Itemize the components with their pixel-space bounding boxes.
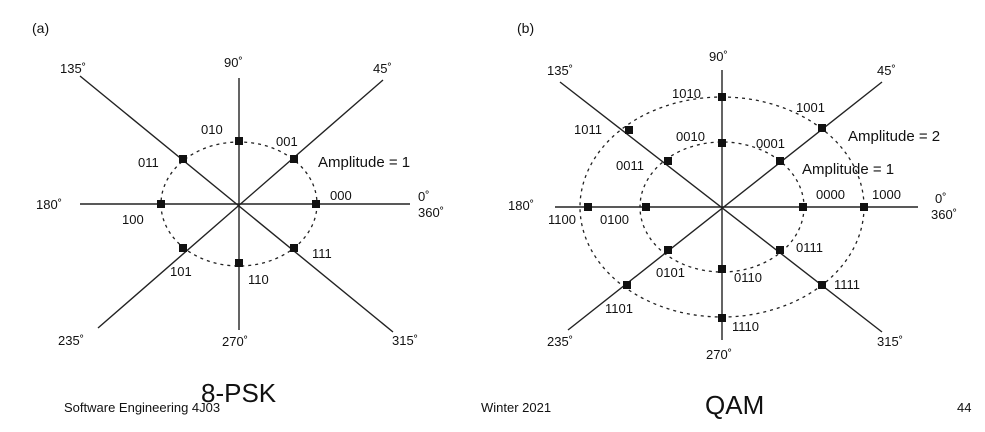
point-label-110: 110 (248, 272, 269, 287)
amplitude-1-label: Amplitude = 1 (802, 161, 894, 178)
constellation-point-110 (235, 259, 243, 267)
angle-label-315: 315˚ (877, 334, 903, 349)
angle-label-270: 270˚ (222, 334, 248, 349)
panel-a-tag: (a) (32, 20, 49, 36)
axis-135-315 (559, 81, 883, 333)
page-number: 44 (957, 400, 972, 415)
constellation-point-011 (179, 155, 187, 163)
caption-qam: QAM (705, 390, 765, 420)
angle-label-135: 135˚ (60, 61, 86, 76)
amplitude-label: Amplitude = 1 (318, 154, 410, 171)
angle-label-235: 235˚ (58, 333, 84, 348)
angle-label-45: 45˚ (877, 63, 896, 78)
angle-label-180: 180˚ (36, 197, 62, 212)
amplitude-2-label: Amplitude = 2 (848, 128, 940, 145)
angle-label-45: 45˚ (373, 61, 392, 76)
point-label-0101: 0101 (656, 265, 685, 280)
constellation-point-0101 (664, 246, 672, 254)
point-label-1101: 1101 (605, 301, 633, 316)
angle-label-235: 235˚ (547, 334, 573, 349)
constellation-point-0011 (664, 157, 672, 165)
point-label-0111: 0111 (796, 240, 823, 255)
constellation-point-111 (290, 244, 298, 252)
point-label-0011: 0011 (616, 158, 644, 173)
constellation-point-1101 (623, 281, 631, 289)
constellation-point-0001 (776, 157, 784, 165)
constellation-point-1000 (860, 203, 868, 211)
footer-term: Winter 2021 (481, 400, 552, 415)
point-label-1000: 1000 (872, 187, 901, 202)
point-label-001: 001 (276, 134, 298, 149)
point-label-0000: 0000 (816, 187, 845, 202)
axis-135-315 (79, 75, 394, 333)
point-label-1011: 1011 (574, 122, 602, 137)
point-label-1110: 1110 (732, 319, 759, 334)
constellation-point-0110 (718, 265, 726, 273)
point-label-1111: 1111 (834, 277, 860, 292)
constellation-point-1010 (718, 93, 726, 101)
angle-label-90: 90˚ (224, 55, 243, 70)
constellation-point-000 (312, 200, 320, 208)
angle-label-315: 315˚ (392, 333, 418, 348)
constellation-point-100 (157, 200, 165, 208)
caption-8psk: 8-PSK (201, 378, 277, 408)
point-label-011: 011 (138, 155, 159, 170)
angle-label-135: 135˚ (547, 63, 573, 78)
angle-label-270: 270˚ (706, 347, 732, 362)
constellation-point-1110 (718, 314, 726, 322)
constellation-point-001 (290, 155, 298, 163)
angle-label-180: 180˚ (508, 198, 534, 213)
point-label-010: 010 (201, 122, 223, 137)
point-label-101: 101 (170, 264, 192, 279)
point-label-1001: 1001 (796, 100, 825, 115)
axis-45-225 (97, 79, 384, 329)
constellation-point-0100 (642, 203, 650, 211)
constellation-point-0010 (718, 139, 726, 147)
point-label-0110: 0110 (734, 270, 762, 285)
constellation-point-010 (235, 137, 243, 145)
point-label-100: 100 (122, 212, 144, 227)
constellation-point-1111 (818, 281, 826, 289)
point-label-1100: 1100 (548, 212, 576, 227)
constellation-point-1100 (584, 203, 592, 211)
constellation-point-1001 (818, 124, 826, 132)
panel-b-tag: (b) (517, 20, 534, 36)
point-label-0001: 0001 (756, 136, 785, 151)
point-label-000: 000 (330, 188, 352, 203)
angle-label-0: 0˚ (418, 189, 430, 204)
point-label-0100: 0100 (600, 212, 629, 227)
constellation-point-1011 (625, 126, 633, 134)
panel-a-8psk: (a) 000 001 010 011 100 101 110 111 Ampl… (32, 20, 444, 349)
angle-label-90: 90˚ (709, 49, 728, 64)
panel-b-qam: (b) 0000 0001 0010 0011 0100 0101 011 (508, 20, 957, 362)
footer-course: Software Engineering 4J03 (64, 400, 221, 415)
axis-45-225 (567, 81, 883, 331)
constellation-point-101 (179, 244, 187, 252)
angle-label-0: 0˚ (935, 191, 947, 206)
point-label-0010: 0010 (676, 129, 705, 144)
point-label-1010: 1010 (672, 86, 701, 101)
constellation-point-0000 (799, 203, 807, 211)
angle-label-360: 360˚ (931, 207, 957, 222)
point-label-111: 111 (312, 246, 332, 261)
angle-label-360: 360˚ (418, 205, 444, 220)
constellation-point-0111 (776, 246, 784, 254)
